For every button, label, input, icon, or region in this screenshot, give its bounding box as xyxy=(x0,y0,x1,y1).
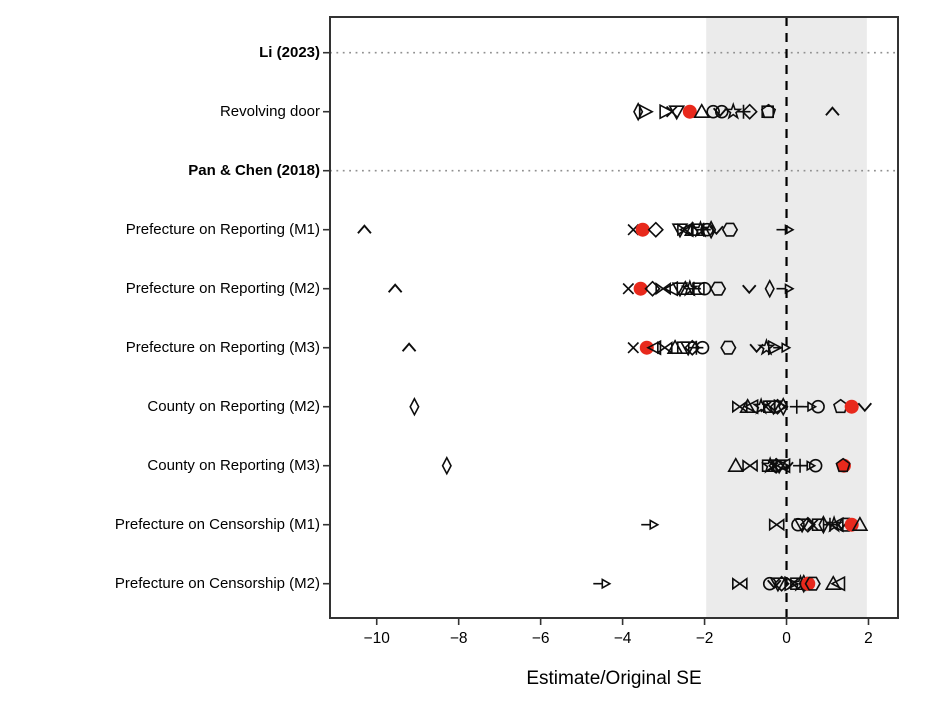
marker-caret-down xyxy=(742,284,757,295)
marker-original-estimate xyxy=(682,104,697,119)
marker-diamond xyxy=(647,221,664,238)
marker-star xyxy=(751,396,771,415)
x-tick-label: 0 xyxy=(782,630,791,647)
marker-bowtie xyxy=(768,518,785,532)
marker-circle xyxy=(811,399,825,414)
marker-star xyxy=(691,219,710,238)
marker-circle xyxy=(706,104,720,119)
row-label: Prefecture on Reporting (M2) xyxy=(125,279,320,297)
row-label: Li (2023) xyxy=(259,43,320,61)
marker-caret-down xyxy=(767,579,782,590)
marker-star xyxy=(757,337,776,356)
marker-triangle-down xyxy=(765,400,782,416)
panel-border xyxy=(329,16,899,619)
row-label: Prefecture on Reporting (M3) xyxy=(125,338,320,356)
marker-arrow-right xyxy=(798,460,817,472)
marker-circle xyxy=(714,104,729,119)
marker-triangle-up xyxy=(824,575,842,591)
marker-triangle-left xyxy=(828,516,844,533)
marker-triangle-down xyxy=(793,518,811,534)
marker-original-estimate xyxy=(844,399,859,414)
marker-diamond xyxy=(741,103,758,120)
marker-bowtie xyxy=(732,577,748,591)
marker-x xyxy=(622,282,635,295)
x-tick-label: −4 xyxy=(613,630,632,647)
marker-caret-up xyxy=(357,224,372,234)
marker-bowtie xyxy=(742,459,758,473)
marker-triangle-right xyxy=(659,103,675,120)
marker-original-estimate xyxy=(801,576,816,591)
marker-pentagon xyxy=(760,103,777,119)
marker-lozenge xyxy=(764,278,775,299)
marker-triangle-down xyxy=(668,105,686,121)
marker-arrow-right xyxy=(773,342,792,354)
marker-pentagon xyxy=(835,457,851,473)
marker-bowtie xyxy=(655,282,671,296)
row-label: Revolving door xyxy=(219,102,320,120)
marker-caret-down xyxy=(709,225,724,236)
row-label: Pan & Chen (2018) xyxy=(188,161,320,179)
x-axis-title: Estimate/Original SE xyxy=(526,668,702,689)
row-label: Prefecture on Censorship (M1) xyxy=(114,515,320,533)
marker-x xyxy=(760,400,772,413)
marker-triangle-up xyxy=(727,457,745,473)
marker-hexagon xyxy=(720,340,737,355)
row-label: Prefecture on Censorship (M2) xyxy=(114,574,320,592)
marker-caret-down xyxy=(779,461,794,472)
marker-lozenge xyxy=(706,219,717,240)
row-label: County on Reporting (M3) xyxy=(147,456,320,474)
marker-lozenge xyxy=(409,396,420,417)
marker-circle xyxy=(695,340,710,355)
x-tick-label: −6 xyxy=(531,630,550,647)
marker-caret-up xyxy=(825,106,840,116)
marker-lozenge xyxy=(778,396,789,417)
marker-bowtie xyxy=(657,341,673,355)
marker-triangle-right xyxy=(767,339,783,356)
marker-square xyxy=(692,282,705,296)
marker-arrow-right xyxy=(593,578,612,590)
marker-arrow-right xyxy=(641,519,660,531)
marker-caret-up xyxy=(401,342,417,352)
marker-lozenge xyxy=(441,455,452,476)
marker-hexagon xyxy=(804,576,821,591)
marker-caret-up xyxy=(387,283,403,293)
marker-circle xyxy=(808,458,823,473)
marker-triangle-left xyxy=(646,339,662,356)
x-tick-label: −8 xyxy=(449,630,468,647)
marker-triangle-left xyxy=(830,575,846,592)
marker-triangle-right xyxy=(638,103,654,120)
x-tick-label: 2 xyxy=(864,630,873,647)
marker-caret-down xyxy=(857,402,873,413)
marker-triangle-left xyxy=(663,280,679,297)
marker-triangle-up xyxy=(739,398,756,414)
marker-hexagon xyxy=(709,281,727,296)
marker-arrow-right xyxy=(776,283,795,295)
marker-arrow-right xyxy=(776,224,795,236)
marker-triangle-up xyxy=(851,516,869,532)
marker-hexagon xyxy=(721,222,739,237)
marker-triangle-up xyxy=(693,103,711,118)
x-tick-label: −10 xyxy=(363,630,390,647)
marker-diamond xyxy=(644,280,661,297)
row-label: County on Reporting (M2) xyxy=(147,397,320,415)
marker-star xyxy=(723,101,743,120)
marker-x xyxy=(627,341,640,354)
marker-lozenge xyxy=(633,101,644,122)
row-label: Prefecture on Reporting (M1) xyxy=(125,220,320,238)
marker-triangle-down xyxy=(671,282,689,298)
marker-diamond xyxy=(773,575,790,592)
marker-star xyxy=(680,278,700,297)
marker-triangle-up xyxy=(666,339,684,355)
marker-original-estimate xyxy=(633,281,648,296)
marker-original-estimate xyxy=(635,222,650,237)
marker-original-estimate xyxy=(844,517,859,532)
x-tick-label: −2 xyxy=(695,630,714,647)
